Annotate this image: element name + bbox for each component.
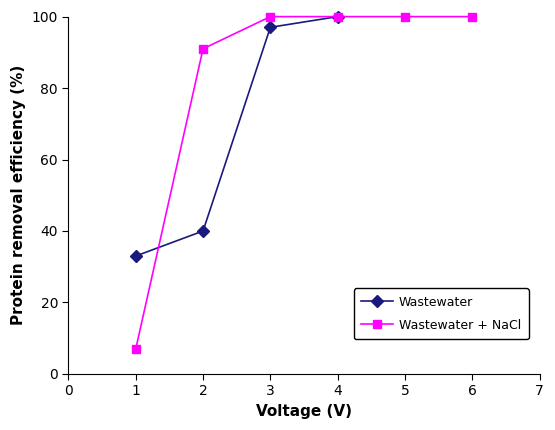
Wastewater [334,14,341,19]
Line: Wastewater + NaCl: Wastewater + NaCl [132,12,476,353]
Wastewater [200,228,206,233]
Y-axis label: Protein removal efficiency (%): Protein removal efficiency (%) [11,65,26,326]
Line: Wastewater: Wastewater [132,12,342,260]
Wastewater [267,25,274,30]
Wastewater + NaCl [334,14,341,19]
Wastewater + NaCl [469,14,476,19]
Wastewater + NaCl [267,14,274,19]
Wastewater + NaCl [133,346,139,351]
Wastewater [133,253,139,258]
Legend: Wastewater, Wastewater + NaCl: Wastewater, Wastewater + NaCl [354,288,528,339]
Wastewater + NaCl [200,46,206,51]
Wastewater + NaCl [402,14,408,19]
X-axis label: Voltage (V): Voltage (V) [256,404,352,419]
